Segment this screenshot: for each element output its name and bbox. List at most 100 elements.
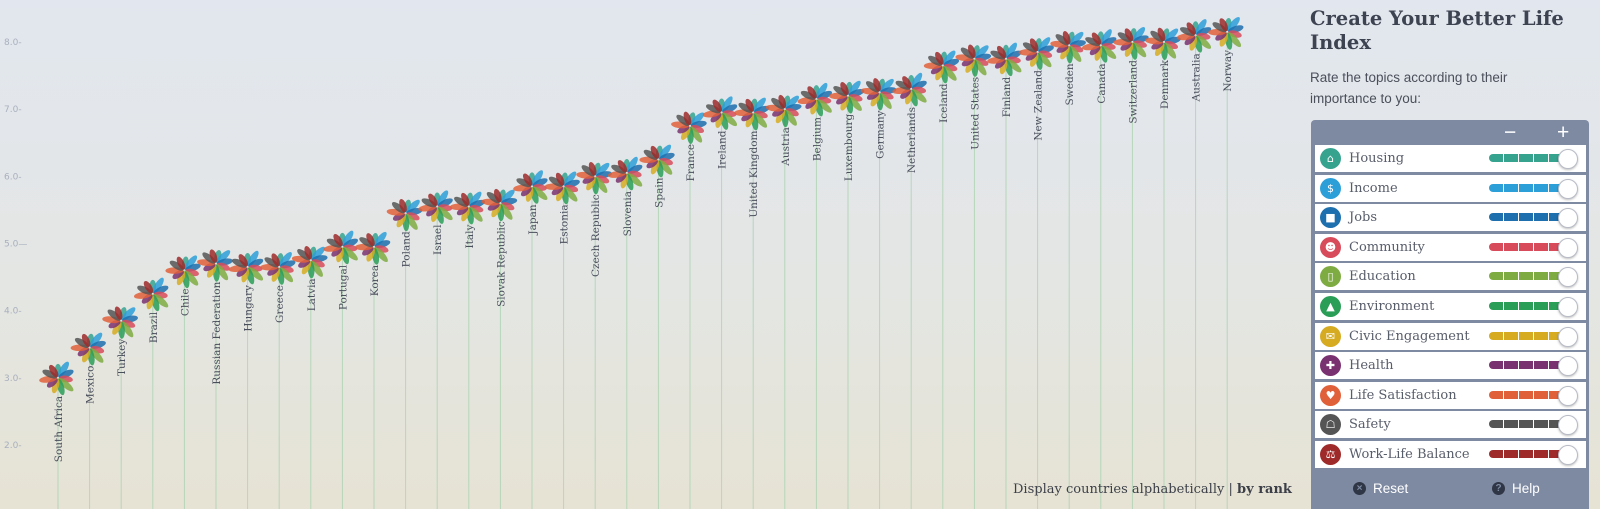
country-label[interactable]: Finland bbox=[1001, 77, 1013, 118]
slider-knob[interactable] bbox=[1558, 415, 1578, 436]
country-label[interactable]: Japan bbox=[527, 204, 539, 235]
slider-knob[interactable] bbox=[1558, 356, 1578, 377]
country-flower[interactable] bbox=[1145, 27, 1182, 61]
country-label[interactable]: Luxembourg bbox=[843, 113, 855, 181]
country-flower[interactable] bbox=[639, 143, 675, 178]
country-label[interactable]: Italy bbox=[464, 224, 476, 248]
country-flower[interactable] bbox=[1081, 28, 1119, 64]
country-label[interactable]: Russian Federation bbox=[211, 281, 223, 384]
slider-knob[interactable] bbox=[1558, 208, 1578, 229]
country-flower[interactable] bbox=[102, 305, 139, 339]
country-label[interactable]: Slovak Republic bbox=[495, 221, 507, 307]
country-label[interactable]: Spain bbox=[653, 177, 665, 208]
country-label[interactable]: Brazil bbox=[148, 311, 160, 343]
minus-icon[interactable]: − bbox=[1504, 121, 1517, 144]
country-flower[interactable] bbox=[576, 161, 613, 195]
sort-by-rank-link[interactable]: by rank bbox=[1237, 482, 1292, 497]
topic-slider[interactable] bbox=[1489, 183, 1568, 192]
help-button[interactable]: ? Help bbox=[1492, 481, 1540, 496]
country-flower[interactable] bbox=[165, 254, 201, 289]
country-label[interactable]: Canada bbox=[1096, 63, 1108, 103]
country-label[interactable]: Belgium bbox=[811, 117, 823, 161]
sort-alphabetical-link[interactable]: Display countries alphabetically bbox=[1013, 482, 1225, 497]
country-label[interactable]: Austria bbox=[780, 127, 792, 167]
topic-slider[interactable] bbox=[1489, 331, 1568, 340]
country-flower[interactable] bbox=[1113, 25, 1149, 60]
country-label[interactable]: New Zealand bbox=[1033, 70, 1045, 141]
country-label[interactable]: Israel bbox=[432, 224, 444, 255]
country-flower[interactable] bbox=[607, 155, 645, 191]
country-flower[interactable] bbox=[513, 169, 550, 205]
country-label[interactable]: Norway bbox=[1222, 50, 1234, 92]
country-label[interactable]: Mexico bbox=[85, 366, 97, 404]
country-label[interactable]: Greece bbox=[274, 285, 286, 323]
topic-slider[interactable] bbox=[1489, 302, 1568, 310]
slider-knob[interactable] bbox=[1558, 445, 1578, 465]
country-flower[interactable] bbox=[418, 189, 455, 225]
country-label[interactable]: Australia bbox=[1191, 53, 1203, 102]
topic-slider[interactable] bbox=[1489, 213, 1568, 222]
country-label[interactable]: Denmark bbox=[1159, 59, 1171, 109]
country-flower[interactable] bbox=[955, 43, 992, 77]
reset-button[interactable]: × Reset bbox=[1353, 481, 1408, 496]
topic-slider[interactable] bbox=[1489, 420, 1568, 429]
country-label[interactable]: Slovenia bbox=[622, 191, 634, 236]
country-label[interactable]: Poland bbox=[401, 231, 413, 267]
country-flower[interactable] bbox=[291, 245, 329, 279]
country-flower[interactable] bbox=[39, 360, 76, 396]
slider-knob[interactable] bbox=[1558, 178, 1578, 199]
country-flower[interactable] bbox=[923, 49, 960, 84]
country-label[interactable]: Turkey bbox=[116, 339, 128, 376]
topic-slider[interactable] bbox=[1489, 242, 1568, 251]
slider-knob[interactable] bbox=[1558, 149, 1578, 169]
topic-slider[interactable] bbox=[1489, 450, 1568, 458]
country-label[interactable]: Netherlands bbox=[906, 107, 918, 173]
country-flower[interactable] bbox=[544, 170, 581, 205]
country-label[interactable]: Iceland bbox=[938, 83, 950, 123]
country-flower[interactable] bbox=[355, 230, 391, 265]
country-label[interactable]: Portugal bbox=[337, 264, 349, 310]
country-label[interactable]: Chile bbox=[179, 288, 191, 316]
country-label[interactable]: Germany bbox=[875, 110, 887, 159]
country-label[interactable]: Ireland bbox=[717, 130, 729, 169]
country-flower[interactable] bbox=[197, 248, 234, 282]
topic-slider[interactable] bbox=[1489, 154, 1568, 162]
country-label[interactable]: United States bbox=[969, 77, 981, 150]
country-label[interactable]: Estonia bbox=[559, 204, 571, 244]
country-flower[interactable] bbox=[829, 79, 865, 114]
country-flower[interactable] bbox=[70, 331, 107, 366]
country-label[interactable]: South Africa bbox=[53, 396, 65, 462]
country-flower[interactable] bbox=[386, 198, 423, 232]
country-flower[interactable] bbox=[765, 94, 803, 128]
country-label[interactable]: France bbox=[685, 144, 697, 181]
country-flower[interactable] bbox=[1208, 15, 1244, 50]
slider-knob[interactable] bbox=[1558, 237, 1578, 258]
topic-slider[interactable] bbox=[1489, 272, 1568, 281]
topic-slider[interactable] bbox=[1489, 361, 1568, 370]
country-flower[interactable] bbox=[734, 96, 770, 131]
country-flower[interactable] bbox=[1018, 35, 1055, 70]
country-flower[interactable] bbox=[671, 111, 708, 145]
country-label[interactable]: Hungary bbox=[243, 285, 255, 332]
country-flower[interactable] bbox=[797, 81, 834, 117]
country-flower[interactable] bbox=[1176, 18, 1213, 54]
country-label[interactable]: Switzerland bbox=[1127, 60, 1139, 124]
country-flower[interactable] bbox=[228, 249, 265, 285]
country-flower[interactable] bbox=[860, 77, 897, 111]
topic-slider[interactable] bbox=[1489, 390, 1568, 399]
country-label[interactable]: United Kingdom bbox=[748, 130, 760, 217]
country-flower[interactable] bbox=[323, 229, 360, 265]
country-flower[interactable] bbox=[133, 276, 171, 312]
country-flower[interactable] bbox=[1050, 30, 1087, 64]
country-flower[interactable] bbox=[987, 41, 1024, 77]
country-label[interactable]: Korea bbox=[369, 265, 381, 296]
country-flower[interactable] bbox=[892, 71, 929, 107]
country-label[interactable]: Czech Republic bbox=[590, 194, 602, 277]
country-flower[interactable] bbox=[481, 188, 518, 222]
country-label[interactable]: Latvia bbox=[306, 278, 318, 311]
slider-knob[interactable] bbox=[1558, 385, 1578, 406]
country-flower[interactable] bbox=[449, 190, 486, 225]
slider-knob[interactable] bbox=[1558, 326, 1578, 347]
plus-icon[interactable]: + bbox=[1557, 121, 1570, 144]
slider-knob[interactable] bbox=[1558, 297, 1578, 317]
